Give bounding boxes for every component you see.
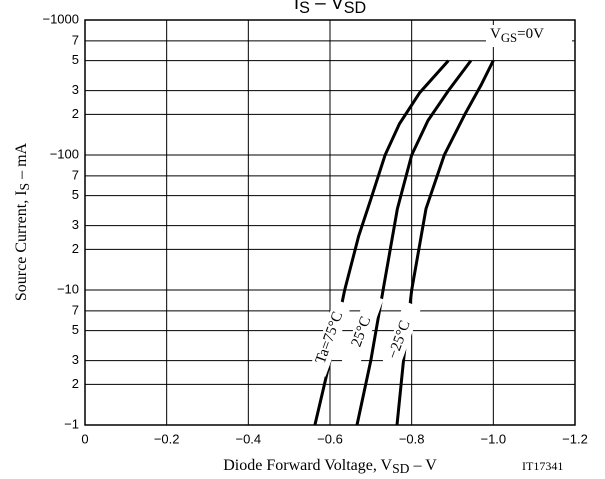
x-axis-label-part: SD (392, 461, 410, 476)
curve-label-bg (340, 293, 384, 371)
y-tick-label: 7 (72, 167, 79, 182)
figure-code: IT17341 (522, 459, 563, 473)
y-tick-label: 2 (72, 106, 79, 121)
chart-title-part: – V (310, 0, 344, 14)
y-axis-label: Source Current, IS – mA (13, 142, 33, 301)
y-tick-label: 2 (72, 241, 79, 256)
curve-label: Ta=75°C (313, 310, 347, 366)
chart-title-part: I (294, 0, 299, 14)
x-tick-label: −0.4 (235, 431, 261, 446)
y-tick-label: −1 (64, 416, 79, 431)
figure-code-part: IT17341 (522, 459, 563, 473)
y-tick-label: −10 (57, 281, 79, 296)
x-axis-label-part: – V (410, 457, 438, 474)
curve (355, 59, 473, 426)
chart-title-part: S (299, 0, 310, 17)
y-axis-label-part: – mA (13, 142, 30, 182)
annotation-part: V (490, 26, 501, 42)
annotation-bg (486, 25, 572, 47)
curve-label-bg (378, 301, 422, 379)
x-axis-label-part: Diode Forward Voltage, V (223, 457, 392, 474)
y-axis-label-part: S (17, 183, 32, 191)
x-axis-label: Diode Forward Voltage, VSD – V (223, 457, 437, 477)
chart-title: IS – VSD (294, 0, 366, 17)
y-tick-label: 3 (72, 217, 79, 232)
curve-label-bg (308, 299, 352, 377)
x-tick-label: 0 (81, 431, 88, 446)
y-axis-label-part: Source Current, I (13, 190, 30, 301)
annotation-part: =0V (517, 26, 544, 42)
annotation: VGS=0V (490, 26, 544, 44)
x-tick-label: −1.2 (562, 431, 588, 446)
annotation-part: GS (501, 31, 517, 45)
y-tick-label: 5 (72, 322, 79, 337)
y-tick-label: 3 (72, 82, 79, 97)
x-tick-label: −1.0 (480, 431, 506, 446)
y-tick-label: 5 (72, 52, 79, 67)
y-tick-label: 2 (72, 376, 79, 391)
y-tick-label: −100 (50, 146, 79, 161)
y-tick-label: 7 (72, 302, 79, 317)
x-tick-label: −0.6 (317, 431, 343, 446)
y-tick-label: 3 (72, 352, 79, 367)
y-tick-label: −1000 (42, 11, 79, 26)
y-tick-label: 7 (72, 32, 79, 47)
y-tick-label: 5 (72, 187, 79, 202)
x-tick-label: −0.8 (399, 431, 425, 446)
x-tick-label: −0.2 (154, 431, 180, 446)
chart-title-part: SD (344, 0, 366, 17)
